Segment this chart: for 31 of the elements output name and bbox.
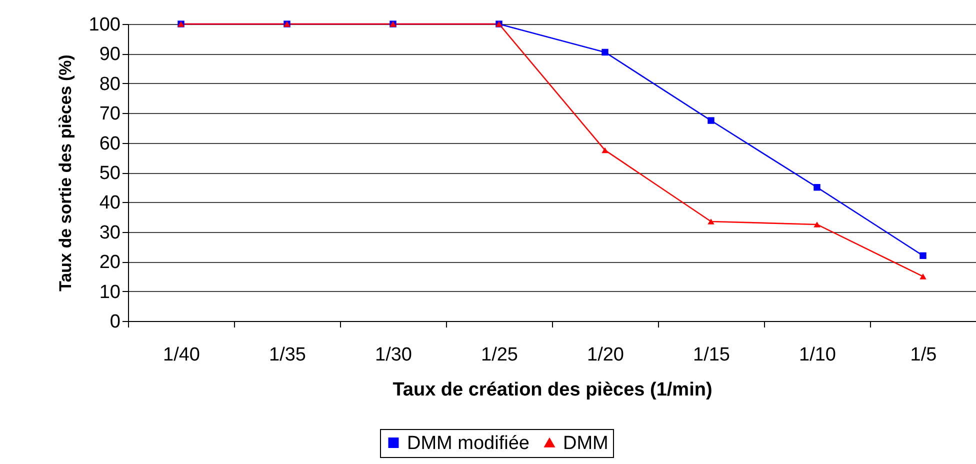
y-tick-label: 100 — [88, 14, 120, 36]
point — [920, 252, 926, 260]
y-tick-label: 80 — [99, 74, 120, 95]
point — [814, 222, 820, 228]
x-tick-label: 1/25 — [481, 344, 518, 366]
y-tick-label: 90 — [99, 44, 120, 66]
point — [814, 184, 820, 191]
y-tick-label: 40 — [99, 192, 120, 214]
y-tick-label: 50 — [99, 163, 120, 184]
y-tick-label: 70 — [99, 104, 120, 125]
y-tick-label: 30 — [99, 222, 120, 244]
point — [920, 274, 926, 280]
x-tick-label: 1/40 — [163, 344, 200, 366]
point — [708, 218, 714, 224]
x-tick-label: 1/10 — [799, 344, 836, 366]
y-tick-label: 10 — [99, 282, 120, 303]
x-tick-label: 1/30 — [375, 344, 412, 366]
x-tick-label: 1/20 — [587, 344, 624, 366]
legend-label: DMM modifiée — [407, 432, 530, 454]
y-tick-label: 0 — [110, 312, 120, 332]
y-tick-label: 60 — [99, 133, 120, 154]
x-axis-title: Taux de création des pièces (1/min) — [392, 380, 712, 400]
x-tick-label: 1/35 — [269, 344, 306, 366]
x-tick-label: 1/5 — [910, 344, 937, 366]
y-axis-title: Taux de sortie des pièces (%) — [56, 54, 75, 292]
x-tick-label: 1/15 — [693, 344, 730, 366]
point — [602, 147, 608, 154]
y-tick-label: 20 — [99, 252, 120, 274]
point — [602, 48, 608, 56]
point — [708, 117, 714, 124]
legend-label: DMM — [563, 432, 608, 454]
